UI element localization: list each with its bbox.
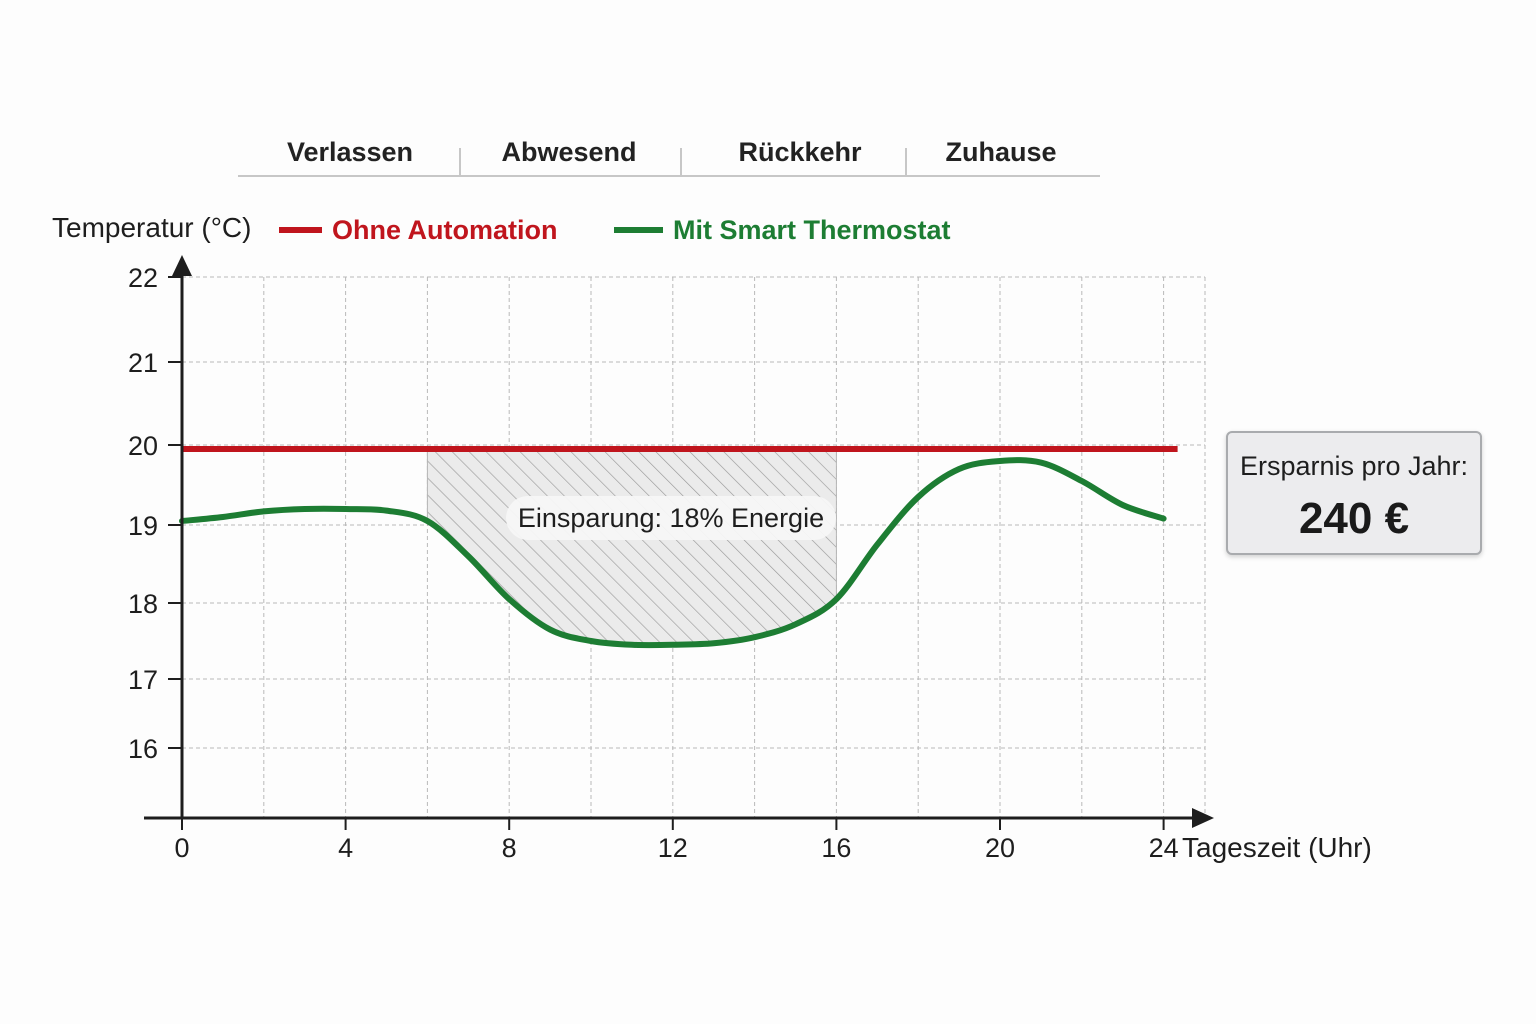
x-tick-label: 0 xyxy=(174,833,189,863)
savings-box-value: 240 € xyxy=(1298,494,1410,543)
x-tick-label: 24 xyxy=(1149,833,1179,863)
legend: Ohne Automation Mit Smart Thermostat xyxy=(279,215,951,245)
savings-box-label: Ersparnis pro Jahr: xyxy=(1239,451,1469,481)
savings-hatch-area xyxy=(427,449,837,646)
phase-label-zuhause: Zuhause xyxy=(945,137,1056,167)
phase-label-abwesend: Abwesend xyxy=(501,137,636,167)
x-tick-label: 12 xyxy=(658,833,688,863)
savings-box: Ersparnis pro Jahr: 240 € xyxy=(1226,431,1482,555)
savings-annotation: Einsparung: 18% Energie xyxy=(506,496,836,540)
y-tick-label: 19 xyxy=(128,511,158,541)
savings-region xyxy=(426,449,837,646)
x-tick-label: 16 xyxy=(821,833,851,863)
y-tick-label: 17 xyxy=(128,665,158,695)
x-tick-label: 20 xyxy=(985,833,1015,863)
y-tick-label: 22 xyxy=(128,263,158,293)
y-tick-label: 20 xyxy=(128,431,158,461)
ticks: 16 17 18 19 20 21 22 0 4 8 12 16 20 24 xyxy=(128,263,1179,863)
y-tick-label: 21 xyxy=(128,348,158,378)
y-tick-label: 18 xyxy=(128,589,158,619)
x-axis-title: Tageszeit (Uhr) xyxy=(1182,832,1372,863)
y-tick-label: 16 xyxy=(128,734,158,764)
phase-header: Verlassen Abwesend Rückkehr Zuhause xyxy=(238,137,1100,177)
phase-label-rueckkehr: Rückkehr xyxy=(738,137,862,167)
series xyxy=(179,446,1178,649)
annotation-label: Einsparung: 18% Energie xyxy=(518,503,824,533)
series-line-smart-thermostat xyxy=(179,457,1167,649)
annotation-background xyxy=(506,496,836,540)
phase-label-verlassen: Verlassen xyxy=(287,137,413,167)
y-axis-arrow xyxy=(172,255,192,276)
legend-label-ohne-automation: Ohne Automation xyxy=(332,215,557,245)
y-axis-title: Temperatur (°C) xyxy=(52,212,251,243)
legend-label-smart-thermostat: Mit Smart Thermostat xyxy=(673,215,951,245)
x-tick-label: 4 xyxy=(338,833,353,863)
x-tick-label: 8 xyxy=(502,833,517,863)
x-axis-arrow xyxy=(1192,808,1214,828)
